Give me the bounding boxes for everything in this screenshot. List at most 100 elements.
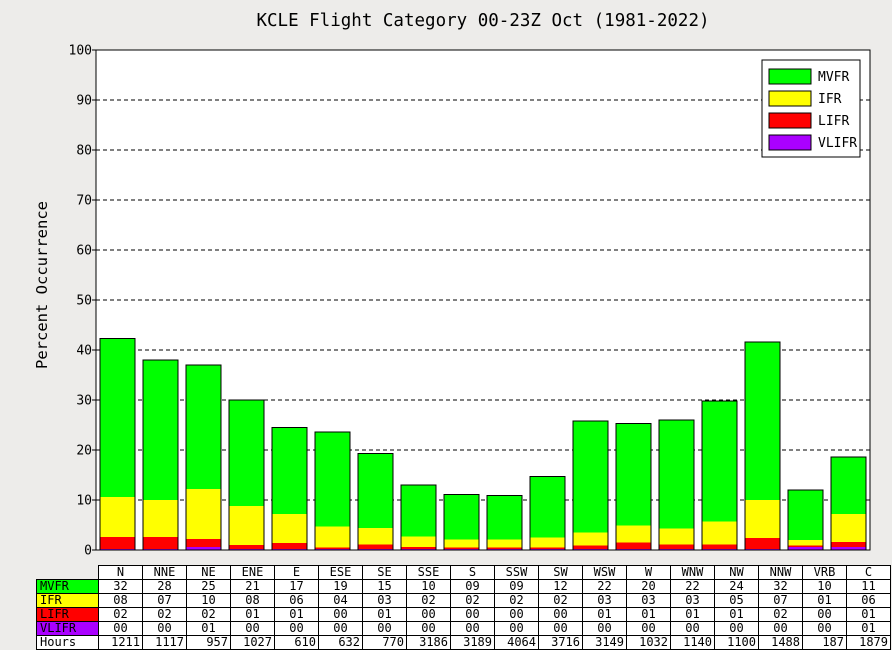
grid-lines <box>96 99 870 501</box>
bar-segment-ifr-s <box>444 539 479 548</box>
table-cell: 4064 <box>494 635 539 650</box>
x-tick-label: ENE <box>230 565 275 580</box>
table-cell: 09 <box>494 579 539 594</box>
bar-segment-lifr-nne <box>143 537 178 549</box>
bar-segment-lifr-c <box>831 542 866 547</box>
bar-segment-mvfr-sse <box>401 485 436 537</box>
table-cell: 20 <box>626 579 671 594</box>
table-cell: 22 <box>670 579 715 594</box>
legend-swatch-mvfr <box>768 68 812 85</box>
x-tick-label: SE <box>362 565 407 580</box>
bar-segment-mvfr-nnw <box>745 342 780 500</box>
table-cell: 00 <box>538 607 583 622</box>
bar-segment-lifr-wsw <box>573 545 608 549</box>
table-cell: 03 <box>362 593 407 608</box>
bar-segment-lifr-sse <box>401 547 436 549</box>
bar-segment-vlifr-ne <box>186 547 221 550</box>
bar-segment-lifr-sw <box>530 547 565 549</box>
bar-segment-mvfr-w <box>616 423 651 526</box>
bar-segment-ifr-sse <box>401 536 436 547</box>
x-tick-label: S <box>450 565 495 580</box>
chart-plot: 0 10 20 30 40 50 60 70 80 90 100 MVFR IFR LIFR VLIFR <box>69 44 871 559</box>
data-table: N NNE NE ENE E ESE SE SSE S SSW SW WSW W WNW NW NNW VRB C… <box>36 565 891 650</box>
table-cell: 01 <box>230 607 275 622</box>
table-cell: 610 <box>274 635 319 650</box>
table-cell: 1879 <box>846 635 891 650</box>
table-cell: 00 <box>670 621 715 636</box>
table-cell: 632 <box>318 635 363 650</box>
table-cell: 03 <box>626 593 671 608</box>
table-cell: 15 <box>362 579 407 594</box>
bar-segment-mvfr-e <box>272 427 307 514</box>
bar-segment-mvfr-se <box>358 453 393 528</box>
bar-segment-mvfr-vrb <box>788 490 823 540</box>
table-cell: 01 <box>274 607 319 622</box>
table-cell: 12 <box>538 579 583 594</box>
table-cell: 00 <box>318 607 363 622</box>
y-tick-label: 70 <box>76 194 92 209</box>
bar-segment-lifr-nnw <box>745 538 780 549</box>
table-cell: 07 <box>142 593 187 608</box>
bar-segment-ifr-nw <box>702 521 737 545</box>
bar-segment-lifr-ne <box>186 539 221 547</box>
legend-swatch-lifr <box>768 112 812 129</box>
bar-segment-lifr-vrb <box>788 545 823 547</box>
table-row-mvfr: MVFR 32 28 25 21 17 19 15 10 09 09 12 22 20 22 24 32 10 11 <box>36 579 891 594</box>
chart-title: KCLE Flight Category 00-23Z Oct (1981-20… <box>256 11 710 31</box>
table-cell: 00 <box>318 621 363 636</box>
bar-segment-ifr-nnw <box>745 500 780 538</box>
bar-segment-mvfr-c <box>831 457 866 514</box>
table-header-row: N NNE NE ENE E ESE SE SSE S SSW SW WSW W WNW NW NNW VRB C <box>37 565 891 580</box>
x-tick-label: NE <box>186 565 231 580</box>
table-row-label: MVFR <box>36 579 99 594</box>
bar-segment-ifr-wsw <box>573 532 608 546</box>
x-tick-label: NNE <box>142 565 187 580</box>
table-cell: 1140 <box>670 635 715 650</box>
table-cell: 770 <box>362 635 407 650</box>
table-cell: 00 <box>714 621 759 636</box>
table-cell: 3149 <box>582 635 627 650</box>
table-cell: 02 <box>758 607 803 622</box>
table-cell: 00 <box>406 621 451 636</box>
table-cell: 10 <box>802 579 847 594</box>
bar-segment-ifr-e <box>272 514 307 543</box>
bar-segment-mvfr-n <box>100 338 135 497</box>
x-tick-label: WSW <box>582 565 627 580</box>
bar-segment-mvfr-sw <box>530 476 565 538</box>
x-tick-label: VRB <box>802 565 847 580</box>
table-cell: 3189 <box>450 635 495 650</box>
bar-segment-mvfr-ene <box>229 400 264 506</box>
table-cell: 09 <box>450 579 495 594</box>
y-tick-label: 30 <box>76 394 92 409</box>
bar-segment-ifr-ese <box>315 526 350 548</box>
table-cell: 07 <box>758 593 803 608</box>
table-cell: 1488 <box>758 635 803 650</box>
table-cell: 00 <box>582 621 627 636</box>
legend-label-ifr: IFR <box>818 92 842 107</box>
x-tick-label: WNW <box>670 565 715 580</box>
table-cell: 21 <box>230 579 275 594</box>
table-cell: 01 <box>846 621 891 636</box>
bar-segment-ifr-sw <box>530 537 565 548</box>
bar-segment-lifr-ssw <box>487 547 522 549</box>
table-cell: 00 <box>98 621 143 636</box>
table-cell: 00 <box>362 621 407 636</box>
table-cell: 3186 <box>406 635 451 650</box>
y-tick-label: 40 <box>76 344 92 359</box>
table-cell: 01 <box>670 607 715 622</box>
y-axis-ticks: 0 10 20 30 40 50 60 70 80 90 100 <box>69 44 96 559</box>
table-cell: 01 <box>802 593 847 608</box>
y-tick-label: 0 <box>84 544 92 559</box>
table-cell: 00 <box>274 621 319 636</box>
table-corner <box>37 566 99 580</box>
table-cell: 01 <box>714 607 759 622</box>
table-row-lifr: LIFR 02 02 02 01 01 00 01 00 00 00 00 01 01 01 01 02 00 01 <box>36 607 891 622</box>
x-tick-label: SSE <box>406 565 451 580</box>
table-cell: 28 <box>142 579 187 594</box>
table-cell: 01 <box>626 607 671 622</box>
x-tick-label: NNW <box>758 565 803 580</box>
table-cell: 00 <box>538 621 583 636</box>
table-row-label: VLIFR <box>36 621 99 636</box>
table-cell: 32 <box>98 579 143 594</box>
table-cell: 06 <box>846 593 891 608</box>
